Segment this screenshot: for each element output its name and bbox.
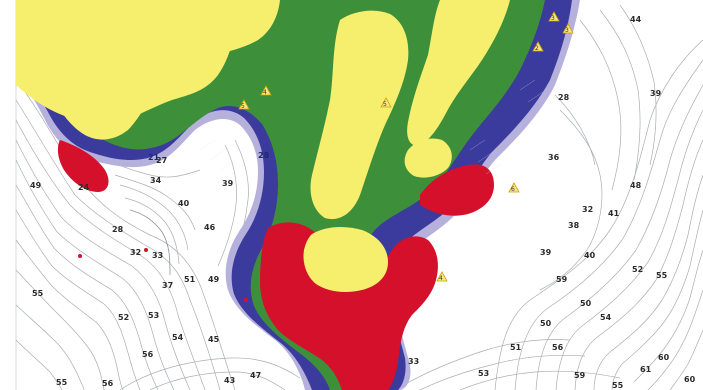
depth-label: 39 (650, 89, 662, 98)
depth-label: 60 (684, 375, 696, 384)
depth-label: 40 (178, 199, 190, 208)
depth-label: 39 (540, 248, 552, 257)
depth-label: 56 (102, 379, 114, 388)
depth-label: 33 (408, 357, 419, 366)
rock-marker: 3 (548, 11, 560, 22)
depth-label: 36 (548, 153, 560, 162)
depth-label: 50 (540, 319, 552, 328)
land-islet-right (404, 138, 452, 178)
svg-text:6: 6 (511, 186, 515, 193)
svg-text:5: 5 (241, 103, 245, 110)
depth-label: 24 (78, 183, 90, 192)
depth-label: 51 (184, 275, 196, 284)
depth-label: 32 (130, 248, 141, 257)
rock-marker: 6 (508, 182, 520, 193)
depth-label: 54 (172, 333, 184, 342)
depth-label: 55 (612, 381, 624, 390)
deep-red-right (420, 164, 494, 216)
land-sandbar-center (303, 226, 388, 292)
waypoint-dots (78, 248, 248, 302)
depth-label: 54 (600, 313, 612, 322)
depth-label: 51 (510, 343, 522, 352)
rock-marker: 3 (562, 23, 574, 34)
rock-marker: 5 (238, 99, 250, 110)
contour-lines-left (15, 79, 249, 390)
depth-label: 43 (224, 376, 235, 385)
depth-label: 38 (568, 221, 580, 230)
svg-text:3: 3 (565, 27, 569, 34)
depth-label: 47 (250, 371, 261, 380)
depth-label: 32 (582, 205, 593, 214)
depth-label: 28 (558, 93, 570, 102)
depth-label: 46 (204, 223, 216, 232)
svg-text:3: 3 (551, 15, 555, 22)
depth-labels: 49 24 27 34 39 40 46 28 32 33 37 51 49 5… (30, 15, 696, 390)
depth-label: 39 (222, 179, 234, 188)
depth-label: 55 (656, 271, 668, 280)
rock-marker: 4 (260, 85, 272, 96)
depth-label: 60 (658, 353, 670, 362)
depth-label: 49 (208, 275, 220, 284)
depth-label: 59 (574, 371, 586, 380)
depth-label: 34 (150, 176, 162, 185)
depth-label: 53 (478, 369, 489, 378)
depth-label: 37 (162, 281, 173, 290)
depth-label: 27 (156, 156, 167, 165)
depth-label: 41 (608, 209, 620, 218)
hazard-markers: 5 4 3 2 6 4 3 5 (238, 11, 574, 282)
depth-label: 56 (552, 343, 564, 352)
rock-marker: 5 (380, 97, 392, 108)
depth-label: 61 (640, 365, 652, 374)
land-island-right (407, 0, 510, 146)
depth-label: 21 (148, 153, 160, 162)
svg-text:4: 4 (439, 275, 443, 282)
depth-label: 28 (112, 225, 124, 234)
depth-label: 55 (56, 378, 68, 387)
depth-label: 44 (630, 15, 642, 24)
depth-label: 33 (152, 251, 163, 260)
depth-label: 59 (556, 275, 568, 284)
shallow-hatch-pattern (199, 79, 544, 175)
land-island-center (310, 10, 409, 220)
contour-lines-bottom (119, 339, 621, 390)
depth-label: 52 (118, 313, 129, 322)
depth-label: 45 (208, 335, 220, 344)
depth-label: 56 (142, 350, 154, 359)
land-island-top (179, 0, 280, 56)
depth-label: 50 (580, 299, 592, 308)
depth-label: 55 (32, 289, 44, 298)
depth-label: 28 (258, 151, 270, 160)
contour-lines-right (494, 4, 703, 390)
rock-marker: 2 (532, 41, 544, 52)
svg-text:5: 5 (383, 101, 387, 108)
depth-label: 52 (632, 265, 643, 274)
land-peninsula-left (16, 0, 200, 140)
depth-label: 53 (148, 311, 159, 320)
depth-label: 40 (584, 251, 596, 260)
rock-marker: 4 (436, 271, 448, 282)
deep-red-left (57, 140, 109, 192)
depth-label: 49 (30, 181, 42, 190)
depth-label: 48 (630, 181, 642, 190)
svg-text:4: 4 (263, 89, 267, 96)
svg-text:2: 2 (535, 45, 539, 52)
